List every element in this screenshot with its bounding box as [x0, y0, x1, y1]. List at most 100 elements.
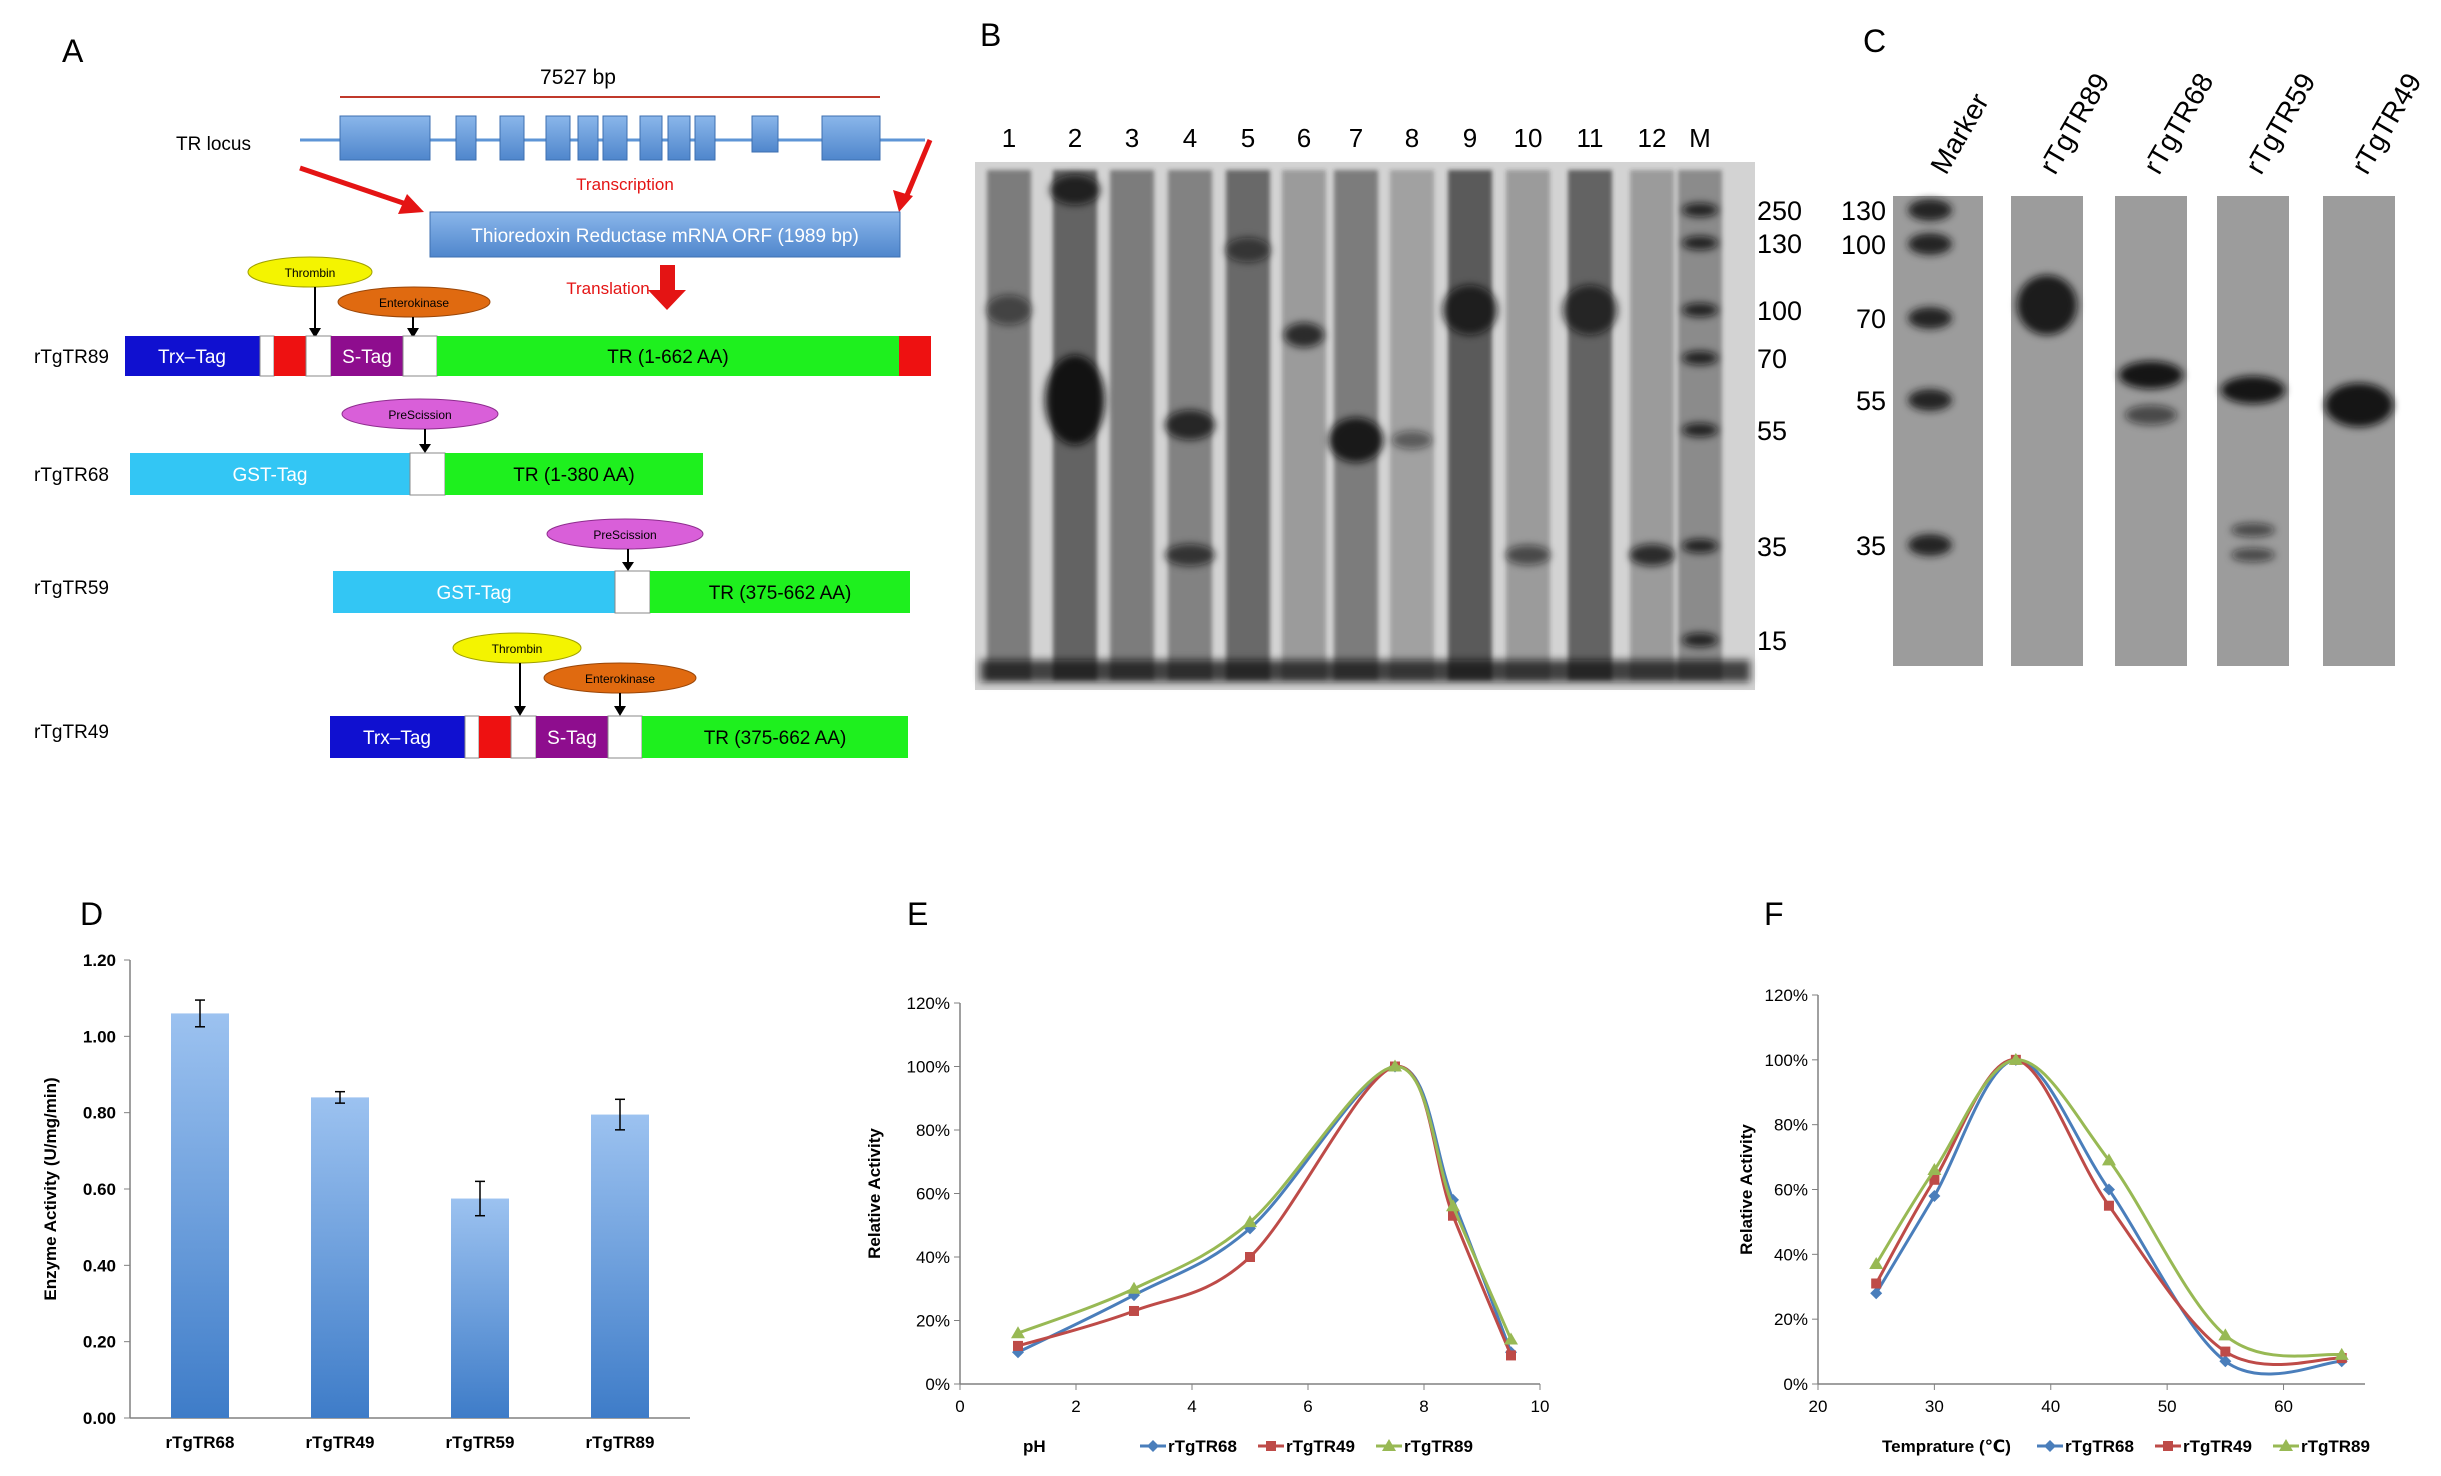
- locus-label: TR locus: [176, 134, 251, 155]
- data-point-marker: [1245, 1252, 1255, 1262]
- y-tick-label: 60%: [1774, 1181, 1808, 1200]
- data-point-marker: [2103, 1200, 2114, 1211]
- legend-label: rTgTR68: [1168, 1437, 1237, 1456]
- transcription-arrow-left: [299, 165, 413, 209]
- gel-band: [1505, 545, 1551, 565]
- gel-band: [1392, 431, 1432, 449]
- panel-label-f: F: [1764, 896, 1784, 932]
- data-point-marker: [1871, 1278, 1882, 1289]
- gel-lane: [1448, 170, 1492, 680]
- data-point-marker: [1266, 1441, 1276, 1451]
- marker-band: [1908, 199, 1952, 221]
- data-point-marker: [2044, 1440, 2056, 1452]
- marker-size-label: 70: [1757, 344, 1787, 374]
- gel-lane-label: Marker: [1924, 88, 1994, 179]
- prescission-label: PreScission: [593, 528, 656, 542]
- data-point-marker: [1011, 1326, 1025, 1339]
- protein-band: [2231, 548, 2275, 562]
- gst-tag-label: GST-Tag: [437, 583, 512, 604]
- construct-label-rtgtr59: rTgTR59: [34, 578, 109, 599]
- tr-domain-label: TR (1-662 AA): [607, 347, 728, 368]
- marker-band: [1682, 203, 1718, 217]
- data-point-marker: [1129, 1305, 1139, 1316]
- x-tick-label: rTgTR68: [166, 1433, 235, 1452]
- data-point-marker: [1869, 1257, 1884, 1270]
- tr-domain-label: TR (375-662 AA): [704, 728, 847, 749]
- thrombin-site: [247, 256, 373, 288]
- mrna-label: Thioredoxin Reductase mRNA ORF (1989 bp): [471, 226, 859, 247]
- exon: [667, 115, 691, 161]
- locus-size-label: 7527 bp: [540, 66, 616, 89]
- data-point-marker: [1243, 1215, 1257, 1228]
- data-point-marker: [2218, 1328, 2233, 1341]
- bar-rtgtr68: [171, 1013, 229, 1418]
- transcription-arrowhead-right: [893, 190, 913, 212]
- y-tick-label: 100%: [907, 1058, 950, 1077]
- marker-size-label: 35: [1856, 531, 1886, 561]
- y-axis-title: Relative Activity: [865, 1128, 884, 1259]
- gel-strip: [2011, 196, 2083, 666]
- x-tick-label: 60: [2274, 1397, 2293, 1416]
- gel-lane: [987, 170, 1031, 680]
- y-tick-label: 120%: [907, 994, 950, 1013]
- transcription-arrowhead-left: [398, 194, 424, 214]
- data-point-marker: [2334, 1347, 2349, 1360]
- transcription-arrow-right: [902, 139, 933, 201]
- protein-band: [2017, 275, 2077, 335]
- mrna-box: [429, 211, 901, 258]
- x-tick-label: 6: [1303, 1397, 1312, 1416]
- x-tick-label: rTgTR89: [586, 1433, 655, 1452]
- gel-lane-label: 1: [1002, 123, 1016, 153]
- data-point-marker: [1504, 1332, 1518, 1345]
- prescission-site: [546, 518, 704, 550]
- prescission-pointer-head: [622, 562, 634, 571]
- y-tick-label: 60%: [916, 1185, 950, 1204]
- panel-d-bar-chart: 0.00 0.20 0.40 0.60 0.80 1.00 1.20 rTgTR68 rTgTR…: [41, 951, 690, 1452]
- gel-lane-label: 12: [1638, 123, 1667, 153]
- spacer-block: [607, 715, 643, 759]
- trx-tag-label: Trx–Tag: [363, 728, 431, 749]
- protein-band: [2125, 405, 2177, 425]
- x-tick-label: 0: [955, 1397, 964, 1416]
- construct-label-rtgtr49: rTgTR49: [34, 722, 109, 743]
- x-tick-label: 8: [1419, 1397, 1428, 1416]
- translation-label: Translation: [566, 279, 649, 298]
- gel-band: [986, 295, 1032, 325]
- y-tick-label: 0.20: [83, 1333, 116, 1352]
- tr-domain-label: TR (375-662 AA): [709, 583, 852, 604]
- marker-band: [1682, 423, 1718, 437]
- series-line-rtgtr49: [1874, 1058, 2342, 1366]
- y-axis-title: Relative Activity: [1737, 1124, 1756, 1255]
- marker-band: [1908, 534, 1952, 556]
- panel-label-c: C: [1863, 23, 1886, 59]
- gel-band: [1165, 410, 1215, 440]
- gel-band: [1045, 355, 1105, 445]
- series-line-rtgtr89: [1017, 1064, 1513, 1341]
- trx-tag-block: [125, 336, 260, 376]
- gel-lane-label: 9: [1463, 123, 1477, 153]
- gel-lane: [1630, 170, 1674, 680]
- marker-band: [1682, 633, 1718, 647]
- y-tick-label: 100%: [1765, 1051, 1808, 1070]
- marker-band: [1682, 236, 1718, 250]
- y-tick-label: 0.00: [83, 1409, 116, 1428]
- gel-strip: [1893, 196, 1983, 666]
- spacer-block: [464, 715, 480, 759]
- x-axis-title: Temprature (℃): [1882, 1437, 2011, 1456]
- thrombin-label: Thrombin: [285, 266, 336, 280]
- panel-label-d: D: [80, 896, 103, 932]
- prescission-pointer-head: [419, 444, 431, 453]
- protein-band: [2119, 361, 2183, 389]
- transcription-label: Transcription: [576, 175, 674, 194]
- data-point-marker: [1388, 1059, 1402, 1072]
- his-tag-block: [274, 336, 306, 376]
- trx-tag-label: Trx–Tag: [158, 347, 226, 368]
- marker-size-label: 15: [1757, 626, 1787, 656]
- data-point-marker: [1147, 1440, 1159, 1452]
- tr-domain-block: [642, 716, 908, 758]
- spacer-block: [409, 452, 446, 496]
- gel-band: [1442, 285, 1498, 335]
- panel-label-b: B: [980, 17, 1001, 53]
- tr-domain-block: [445, 453, 703, 495]
